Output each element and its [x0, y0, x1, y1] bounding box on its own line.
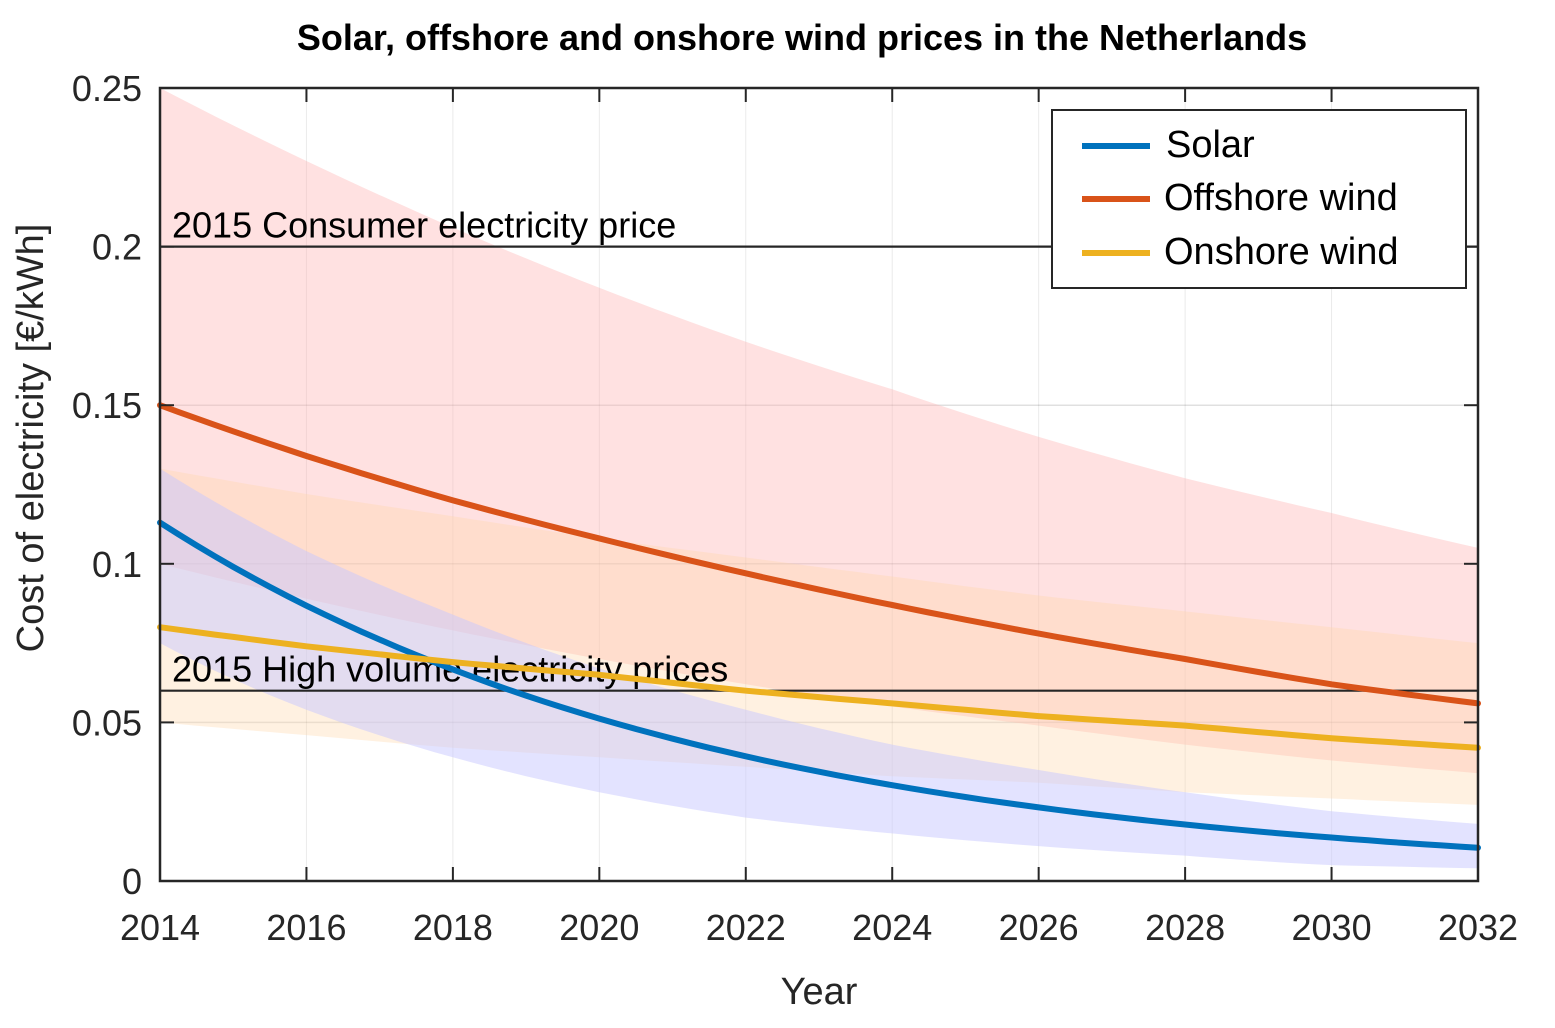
y-tick-label: 0.05 — [72, 702, 142, 743]
axes-box — [158, 86, 1480, 883]
legend-label-offshore-wind: Offshore wind — [1164, 177, 1398, 219]
y-tick-label: 0.15 — [72, 385, 142, 426]
reference-line-label: 2015 Consumer electricity price — [172, 205, 676, 246]
x-tick-label: 2032 — [1438, 907, 1518, 948]
x-tick-labels: 2014 2016 2018 2020 2022 2024 2026 2028 2030 2032 — [120, 907, 1518, 948]
series-lines — [157, 402, 1481, 851]
y-tick-label: 0.2 — [92, 227, 142, 268]
x-axis-label: Year — [781, 971, 858, 1013]
line-offshore-wind — [157, 402, 1481, 707]
x-tick-label: 2020 — [559, 907, 639, 948]
y-tick-label: 0.1 — [92, 544, 142, 585]
chart-title: Solar, offshore and onshore wind prices … — [297, 17, 1307, 58]
x-tick-label: 2028 — [1145, 907, 1225, 948]
x-tick-label: 2016 — [266, 907, 346, 948]
y-tick-label: 0.25 — [72, 68, 142, 109]
y-axis-label: Cost of electricity [€/kWh] — [10, 224, 52, 653]
x-tick-label: 2022 — [706, 907, 786, 948]
line-onshore-wind — [157, 624, 1481, 751]
x-tick-label: 2026 — [999, 907, 1079, 948]
y-tick-labels: 0 0.05 0.1 0.15 0.2 0.25 — [72, 68, 142, 902]
y-tick-label: 0 — [122, 861, 142, 902]
legend-label-onshore-wind: Onshore wind — [1164, 231, 1398, 273]
line-solar — [157, 519, 1481, 851]
x-tick-label: 2024 — [852, 907, 932, 948]
x-tick-label: 2018 — [413, 907, 493, 948]
band-offshore-wind — [160, 88, 1478, 774]
x-tick-label: 2014 — [120, 907, 200, 948]
axis-ticks — [159, 87, 1479, 882]
x-tick-label: 2030 — [1292, 907, 1372, 948]
legend: Solar Offshore wind Onshore wind — [1051, 109, 1467, 289]
band-solar — [160, 468, 1478, 869]
legend-label-solar: Solar — [1166, 124, 1255, 166]
